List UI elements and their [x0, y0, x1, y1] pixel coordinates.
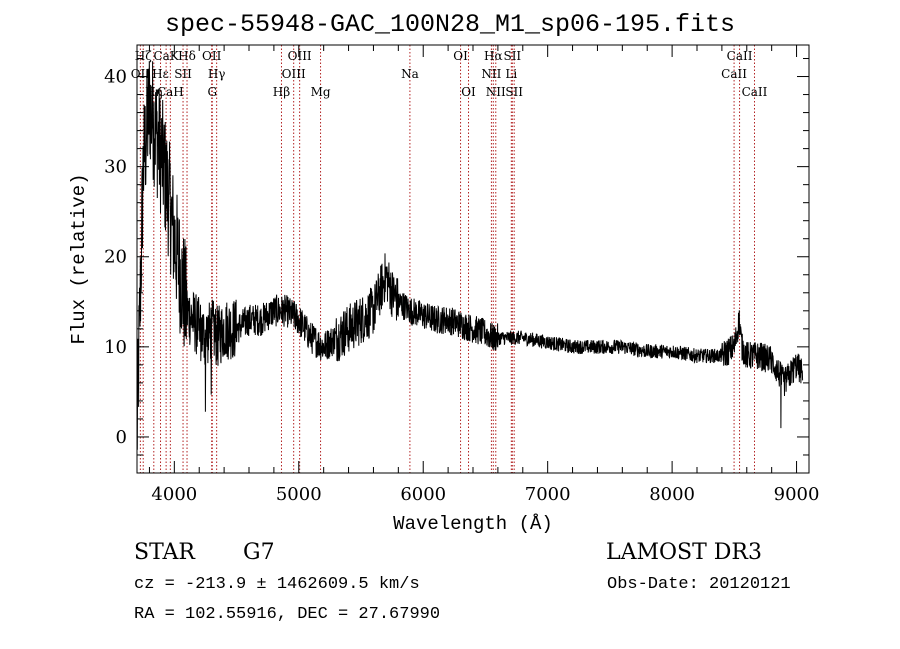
plot-frame [136, 44, 810, 474]
marker-label: OI [453, 49, 468, 63]
marker-label: OII [131, 67, 151, 81]
x-tick-label: 7000 [525, 484, 571, 505]
marker-label: Hγ [208, 67, 226, 81]
y-tick-label: 40 [104, 67, 127, 88]
marker-label: CaII [742, 85, 768, 99]
marker-label: Hη [145, 85, 163, 99]
subclass: G7 [243, 540, 275, 565]
marker-label: Na [401, 67, 419, 81]
chart-title: spec-55948-GAC_100N28_M1_sp06-195.fits [164, 10, 736, 39]
marker-label: OII [202, 49, 222, 63]
marker-label: Hα [484, 49, 503, 63]
marker-label: Hδ [178, 49, 196, 63]
marker-label: G [207, 85, 217, 99]
x-tick-label: 9000 [774, 484, 820, 505]
axis-ticks: 4000 5000 6000 7000 8000 9000 0 10 20 30 40 [104, 45, 819, 505]
marker-label: CaH [157, 85, 184, 99]
marker-label: Mg [311, 85, 331, 99]
marker-label: Hζ [135, 49, 152, 63]
x-axis-label: Wavelength (Å) [393, 513, 553, 535]
marker-label: CaII [727, 49, 753, 63]
y-axis-label: Flux (relative) [68, 173, 90, 344]
marker-label: Li [505, 67, 517, 81]
marker-label: SII [503, 49, 521, 63]
line-markers [139, 45, 755, 473]
x-tick-label: 8000 [649, 484, 695, 505]
x-tick-label: 6000 [400, 484, 446, 505]
coordinates: RA = 102.55916, DEC = 27.67990 [134, 605, 441, 624]
y-tick-label: 10 [104, 337, 127, 358]
marker-label: OI [461, 85, 476, 99]
redshift-readout: cz = -213.9 ± 1462609.5 km/s [134, 575, 420, 594]
y-tick-label: 30 [104, 157, 127, 178]
obs-date: Obs-Date: 20120121 [607, 575, 791, 594]
marker-label: SII [505, 85, 523, 99]
y-tick-label: 0 [116, 427, 127, 448]
marker-label: NII [486, 85, 506, 99]
object-class: STAR [134, 540, 195, 565]
spectrum-series-line [136, 61, 804, 450]
marker-label: Hβ [273, 85, 290, 99]
marker-label: CaII [721, 67, 747, 81]
marker-label: CaK [153, 49, 179, 63]
x-tick-label: 5000 [276, 484, 322, 505]
marker-label: NII [481, 67, 501, 81]
survey-name: LAMOST DR3 [606, 540, 762, 565]
x-tick-label: 4000 [151, 484, 197, 505]
y-tick-label: 20 [104, 247, 127, 268]
marker-label: SII [174, 67, 192, 81]
marker-label: OIII [288, 49, 312, 63]
marker-label: OIII [282, 67, 306, 81]
marker-label: Hε [152, 67, 169, 81]
